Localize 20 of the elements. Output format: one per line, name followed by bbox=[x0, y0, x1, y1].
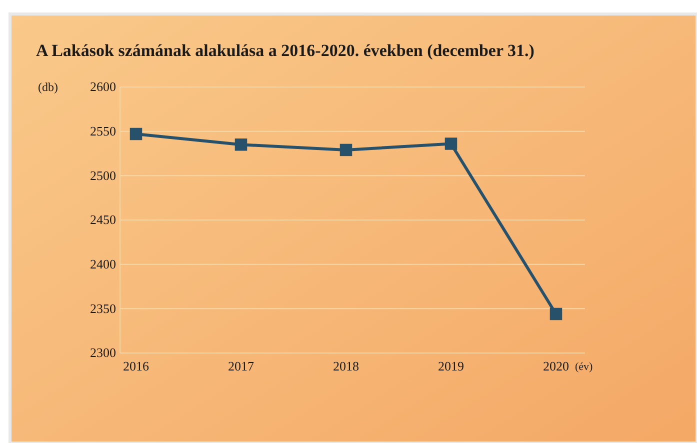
y-tick-label: 2600 bbox=[90, 79, 116, 94]
chart-title: A Lakások számának alakulása a 2016-2020. években (december 31.) bbox=[36, 41, 534, 60]
x-tick-label: 2016 bbox=[123, 358, 150, 374]
y-tick-label: 2400 bbox=[90, 256, 116, 272]
x-axis-title: (év) bbox=[575, 361, 594, 373]
y-tick-label: 2300 bbox=[90, 345, 116, 360]
point bbox=[444, 138, 458, 150]
x-tick-label: 2020 bbox=[543, 358, 569, 374]
point bbox=[340, 144, 352, 156]
point bbox=[130, 128, 142, 140]
point bbox=[550, 308, 562, 320]
point bbox=[234, 138, 248, 151]
x-tick-label: 2019 bbox=[438, 358, 464, 374]
y-tick-label: 2500 bbox=[90, 168, 116, 183]
x-tick-label: 2017 bbox=[228, 358, 254, 374]
y-axis-title: (db) bbox=[38, 80, 58, 94]
y-tick-label: 2550 bbox=[90, 123, 116, 138]
y-tick-label: 2450 bbox=[90, 212, 116, 228]
y-tick-label: 2350 bbox=[90, 300, 116, 316]
x-tick-label: 2018 bbox=[333, 358, 359, 374]
